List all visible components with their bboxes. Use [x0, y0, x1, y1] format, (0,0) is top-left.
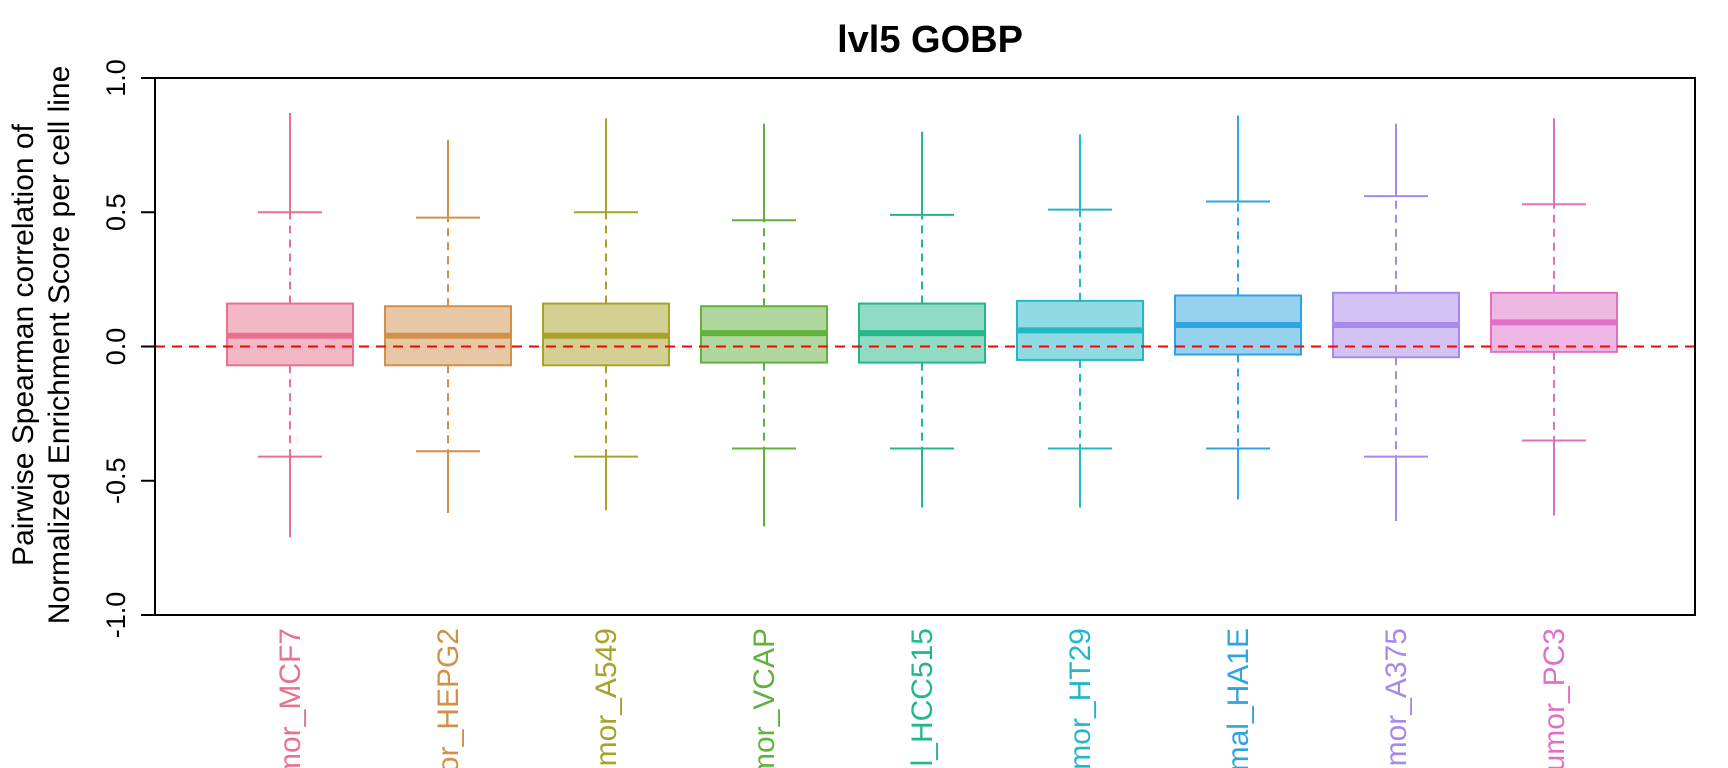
- box-group: [1174, 115, 1302, 500]
- box-group: [226, 112, 354, 538]
- box-group: [384, 139, 512, 513]
- category-label: mor_VCAP: [748, 628, 781, 768]
- box-group: [700, 123, 828, 527]
- y-tick-label: 0.0: [101, 328, 131, 366]
- category-label: l_HCC515: [906, 628, 939, 766]
- y-tick-label: -1.0: [101, 592, 131, 639]
- box-group: [1016, 134, 1144, 508]
- category-label: mor_HT29: [1064, 628, 1097, 768]
- category-label: or_HEPG2: [432, 628, 465, 768]
- category-label: umor_PC3: [1538, 628, 1571, 768]
- box-group: [858, 131, 986, 508]
- category-label: mal_HA1E: [1222, 628, 1255, 768]
- y-tick-label: -0.5: [101, 457, 131, 504]
- box-group: [1490, 118, 1618, 516]
- category-label: mor_A549: [590, 628, 623, 766]
- category-label: mor_A375: [1380, 628, 1413, 766]
- box-group: [1332, 123, 1460, 522]
- plot-area: [155, 112, 1695, 538]
- box-group: [542, 118, 670, 511]
- category-label: mor_MCF7: [274, 628, 307, 768]
- y-axis-label-line2: Normalized Enrichment Score per cell lin…: [43, 66, 76, 625]
- chart-title: lvl5 GOBP: [837, 19, 1023, 61]
- y-tick-label: 1.0: [101, 59, 131, 97]
- y-tick-label: 0.5: [101, 193, 131, 231]
- y-axis-label-line1: Pairwise Spearman correlation of: [7, 123, 40, 566]
